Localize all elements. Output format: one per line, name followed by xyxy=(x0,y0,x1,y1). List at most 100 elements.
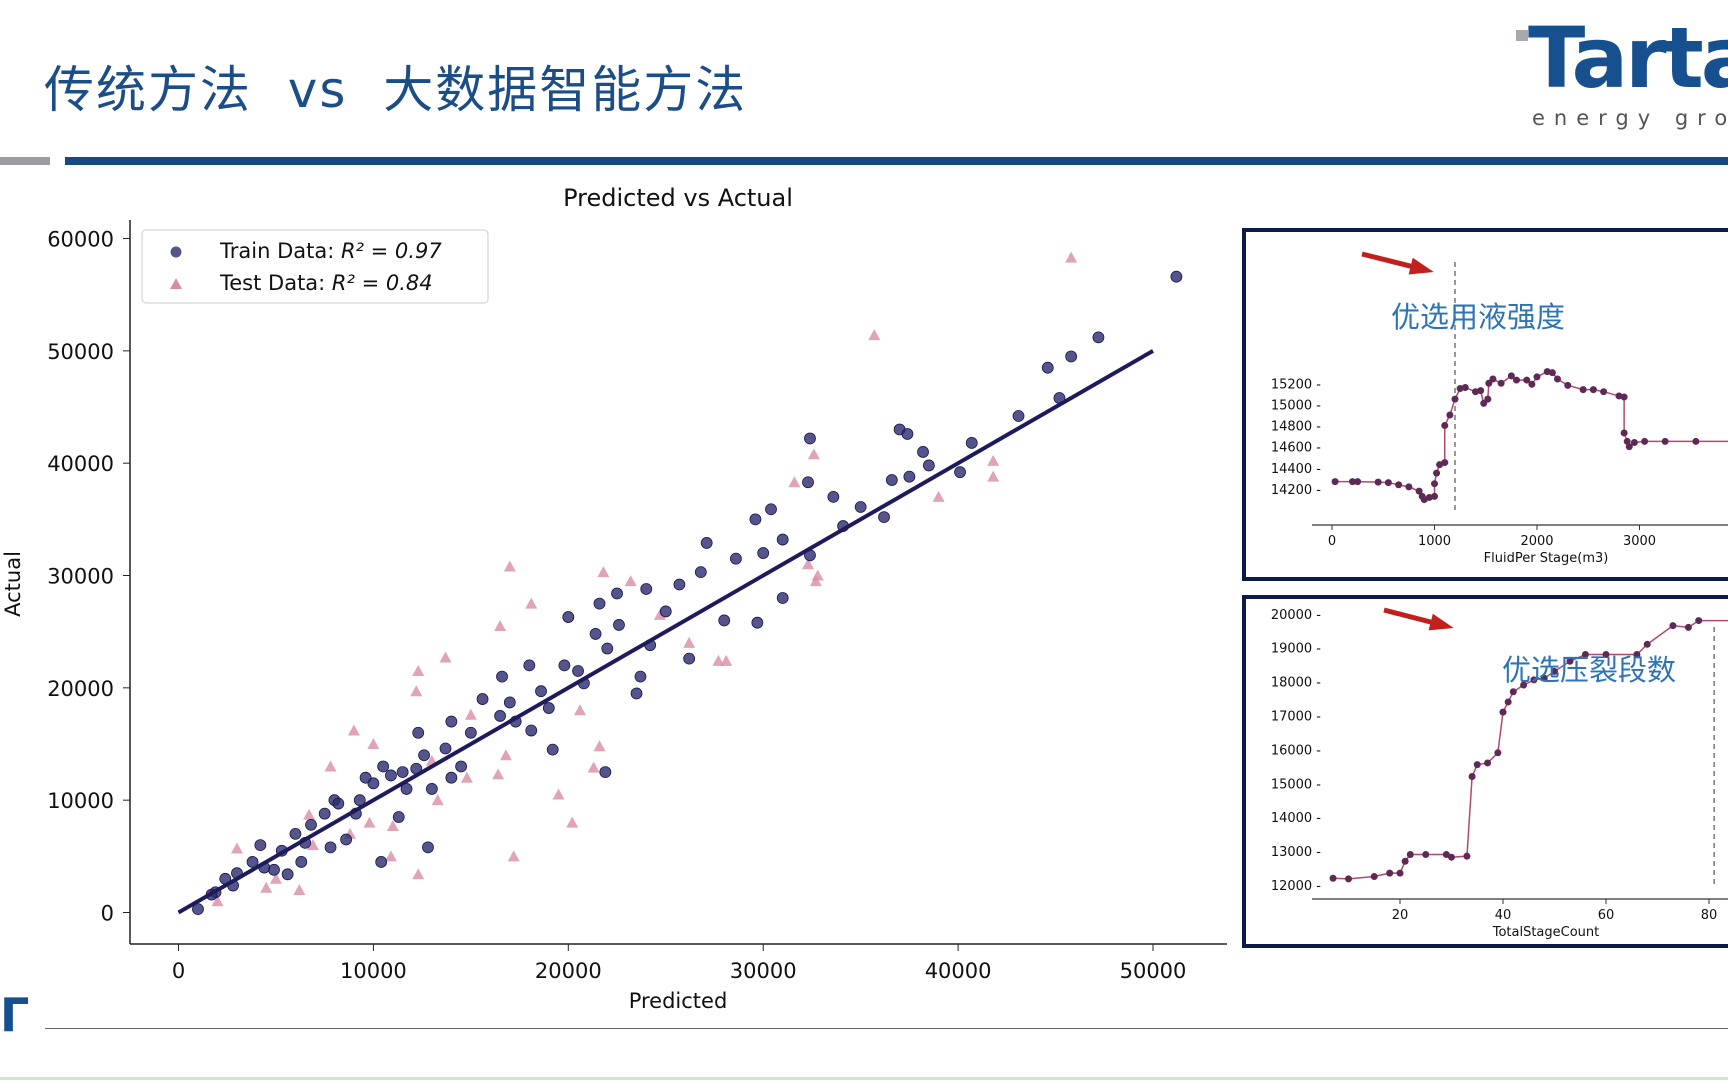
y-tick-label: 14800 - xyxy=(1271,420,1321,435)
train-point xyxy=(634,670,647,683)
train-point xyxy=(765,503,777,516)
test-point xyxy=(525,597,538,609)
train-point xyxy=(445,715,458,728)
test-point xyxy=(653,608,666,620)
fluid-per-stage-chart: 0100020003000414200 -14400 -14600 -14800… xyxy=(1271,251,1728,566)
legend-test-label: Test Data: R² = 0.84 xyxy=(219,271,433,295)
response-point xyxy=(1564,381,1572,389)
train-point xyxy=(392,811,405,823)
response-point xyxy=(1554,375,1561,383)
train-point xyxy=(295,856,308,868)
response-point xyxy=(1484,759,1492,767)
train-point xyxy=(917,446,929,458)
response-point xyxy=(1566,657,1574,665)
response-point xyxy=(1484,395,1492,403)
x-axis-label: Predicted xyxy=(629,989,728,1013)
response-point xyxy=(1401,857,1409,865)
train-point xyxy=(385,769,397,782)
test-point xyxy=(720,654,733,666)
response-point xyxy=(1579,386,1587,394)
red-arrowhead-icon xyxy=(1428,613,1454,631)
response-point xyxy=(1540,674,1548,682)
footer-accent xyxy=(0,1077,1728,1080)
x-tick-label: 3000 xyxy=(1623,534,1656,549)
train-point xyxy=(523,659,536,672)
response-point xyxy=(1396,869,1404,877)
response-point xyxy=(1406,850,1414,858)
train-point xyxy=(455,760,468,773)
train-point xyxy=(640,583,653,595)
train-point xyxy=(613,619,625,631)
test-point xyxy=(987,470,1000,482)
footer-logo: Γ xyxy=(0,988,30,1042)
train-point xyxy=(804,432,816,445)
response-point xyxy=(1384,479,1392,487)
x-tick-label: 2000 xyxy=(1520,534,1553,549)
y-tick-label: 14000 - xyxy=(1271,811,1321,826)
x-tick-label: 0 xyxy=(172,959,185,983)
response-point xyxy=(1461,383,1469,391)
train-point xyxy=(1041,361,1054,374)
train-point xyxy=(751,616,764,629)
response-point xyxy=(1448,853,1455,861)
y-tick-label: 40000 xyxy=(47,452,114,476)
legend-train-label: Train Data: R² = 0.97 xyxy=(219,239,442,263)
header-rule-blue xyxy=(65,157,1728,165)
response-point xyxy=(1548,369,1556,377)
train-point xyxy=(445,771,458,784)
fluid-per-stage-panel: 0100020003000414200 -14400 -14600 -14800… xyxy=(1242,228,1728,581)
page-title: 传统方法 vs 大数据智能方法 xyxy=(44,61,748,119)
test-point xyxy=(507,850,520,862)
test-point xyxy=(230,842,243,854)
train-point xyxy=(359,771,372,784)
x-tick-label: 40000 xyxy=(925,959,992,983)
y-tick-label: 17000 - xyxy=(1271,710,1321,725)
train-point xyxy=(542,702,555,714)
y-tick-label: 13000 - xyxy=(1271,845,1321,860)
test-point xyxy=(431,794,444,806)
response-point xyxy=(1422,850,1430,858)
response-point xyxy=(1370,873,1378,881)
train-point xyxy=(611,587,623,600)
response-point xyxy=(1530,676,1538,684)
x-axis-label: TotalStageCount xyxy=(1492,925,1600,940)
train-point xyxy=(659,605,672,618)
response-point xyxy=(1331,478,1339,486)
train-point xyxy=(377,760,390,773)
response-point xyxy=(1684,623,1692,631)
y-tick-label: 20000 - xyxy=(1271,608,1321,623)
response-point xyxy=(1620,393,1628,401)
test-point xyxy=(439,651,452,663)
test-point xyxy=(269,872,282,884)
response-point xyxy=(1641,437,1649,445)
response-point xyxy=(1473,761,1481,769)
train-point xyxy=(593,597,606,610)
train-point xyxy=(901,428,914,440)
y-tick-label: 0 xyxy=(101,902,114,926)
train-point xyxy=(673,578,686,591)
train-point xyxy=(630,687,643,700)
y-tick-label: 19000 - xyxy=(1271,642,1321,657)
legend-test-marker xyxy=(170,278,182,289)
train-point xyxy=(192,903,204,916)
response-point xyxy=(1446,411,1454,419)
train-point xyxy=(494,710,506,722)
y-tick-label: 15000 - xyxy=(1271,398,1321,413)
header-rule-gray xyxy=(0,157,50,165)
train-point xyxy=(525,724,538,737)
test-point xyxy=(809,575,822,587)
train-point xyxy=(503,696,516,709)
response-point xyxy=(1513,376,1520,384)
train-point xyxy=(903,470,916,483)
x-tick-label: 20 xyxy=(1392,908,1409,923)
train-point xyxy=(954,466,966,479)
x-tick-label: 60 xyxy=(1598,908,1615,923)
response-point xyxy=(1504,698,1512,706)
test-point xyxy=(788,476,801,488)
response-point xyxy=(1499,708,1507,716)
test-point xyxy=(367,738,380,750)
annotation-stage-count: 优选压裂段数 xyxy=(1502,653,1677,687)
train-point xyxy=(757,547,770,559)
train-point xyxy=(776,592,789,604)
